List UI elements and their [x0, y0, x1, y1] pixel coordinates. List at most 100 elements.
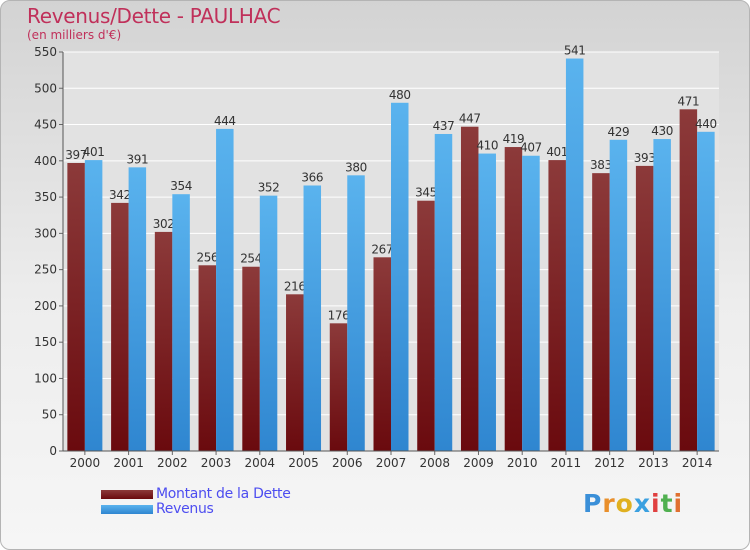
value-label-revenus-2003: 444 [214, 114, 236, 128]
bar-revenus-2000 [84, 160, 103, 452]
y-tick-label-450: 450 [34, 118, 57, 132]
bar-revenus-2007 [391, 102, 409, 452]
proxiti-logo: Proxiti [583, 489, 683, 518]
value-label-dette-2003: 256 [196, 250, 218, 264]
bar-dette-2006 [329, 323, 348, 451]
bar-dette-2009 [460, 126, 479, 452]
y-tick-label-350: 350 [34, 190, 57, 204]
y-tick-label-500: 500 [34, 81, 57, 95]
value-label-dette-2013: 393 [634, 151, 656, 165]
value-label-dette-2000: 397 [65, 148, 87, 162]
value-label-dette-2007: 267 [371, 242, 393, 256]
legend-label-dette: Montant de la Dette [156, 486, 291, 502]
logo-letter-0: P [583, 489, 603, 518]
bar-revenus-2013 [653, 139, 671, 451]
value-label-revenus-2004: 352 [258, 181, 280, 195]
x-tick-label-2006: 2006 [332, 456, 363, 470]
x-tick-label-2004: 2004 [245, 456, 276, 470]
x-tick-label-2003: 2003 [201, 456, 232, 470]
x-tick-label-2011: 2011 [551, 456, 582, 470]
value-label-revenus-2008: 437 [433, 119, 455, 133]
bar-revenus-2012 [609, 139, 628, 451]
value-label-revenus-2012: 429 [608, 125, 630, 139]
y-tick-label-0: 0 [49, 444, 57, 458]
y-tick-label-300: 300 [34, 226, 57, 240]
x-tick-label-2005: 2005 [288, 456, 319, 470]
value-label-dette-2006: 176 [328, 308, 350, 322]
value-label-revenus-2011: 541 [564, 44, 586, 58]
y-tick-label-50: 50 [42, 408, 57, 422]
bar-dette-2011 [548, 160, 566, 452]
value-label-revenus-2006: 380 [345, 160, 367, 174]
bar-dette-2001 [111, 202, 129, 451]
x-tick-label-2009: 2009 [463, 456, 494, 470]
bar-dette-2012 [592, 173, 610, 451]
value-label-dette-2010: 419 [503, 132, 525, 146]
bar-revenus-2014 [697, 131, 715, 452]
value-label-dette-2001: 342 [109, 188, 131, 202]
legend-swatch-revenus [101, 505, 153, 514]
bar-dette-2013 [635, 165, 654, 451]
bar-dette-2002 [154, 231, 173, 451]
value-label-revenus-2014: 440 [695, 117, 717, 131]
x-tick-label-2002: 2002 [157, 456, 188, 470]
y-tick-label-150: 150 [34, 335, 57, 349]
bar-dette-2005 [286, 294, 304, 451]
logo-letter-4: i [651, 489, 661, 518]
bar-dette-2008 [417, 200, 435, 451]
bar-dette-2003 [198, 265, 217, 451]
value-label-revenus-2002: 354 [170, 179, 192, 193]
value-label-dette-2014: 471 [678, 94, 700, 108]
logo-letter-5: t [660, 489, 674, 518]
logo-letter-6: i [673, 489, 684, 518]
value-label-revenus-2005: 366 [301, 170, 323, 184]
y-tick-label-250: 250 [34, 263, 57, 277]
bar-revenus-2006 [347, 175, 365, 451]
x-tick-label-2001: 2001 [113, 456, 144, 470]
bar-revenus-2009 [478, 153, 496, 451]
y-tick-label-400: 400 [34, 154, 57, 168]
value-label-dette-2008: 345 [415, 186, 437, 200]
x-tick-label-2008: 2008 [419, 456, 450, 470]
x-tick-label-2014: 2014 [682, 456, 713, 470]
legend-label-revenus: Revenus [156, 501, 214, 517]
value-label-dette-2005: 216 [284, 279, 306, 293]
legend-swatch-dette [101, 490, 153, 499]
bar-dette-2010 [504, 147, 523, 451]
chart-subtitle: (en milliers d'€) [27, 28, 122, 42]
value-label-revenus-2000: 401 [83, 145, 105, 159]
y-tick-label-200: 200 [34, 299, 57, 313]
value-label-dette-2002: 302 [153, 217, 175, 231]
bar-dette-2004 [242, 266, 260, 451]
x-tick-label-2007: 2007 [376, 456, 407, 470]
bar-dette-2014 [679, 109, 698, 451]
value-label-revenus-2010: 407 [520, 141, 542, 155]
x-tick-label-2000: 2000 [70, 456, 101, 470]
value-label-dette-2009: 447 [459, 112, 481, 126]
bar-revenus-2008 [434, 133, 453, 451]
bar-revenus-2011 [565, 58, 584, 452]
logo-letter-3: x [633, 489, 651, 518]
x-tick-label-2013: 2013 [638, 456, 669, 470]
logo-letter-2: o [615, 489, 634, 518]
bar-dette-2007 [373, 257, 391, 451]
bar-revenus-2005 [303, 185, 322, 451]
bar-revenus-2001 [128, 167, 147, 451]
bar-revenus-2010 [522, 155, 540, 452]
bar-revenus-2004 [259, 195, 278, 451]
y-tick-label-100: 100 [34, 371, 57, 385]
value-label-revenus-2009: 410 [476, 139, 498, 153]
value-label-revenus-2007: 480 [389, 88, 411, 102]
bar-revenus-2003 [216, 128, 234, 451]
value-label-revenus-2001: 391 [126, 152, 148, 166]
value-label-dette-2011: 401 [546, 145, 568, 159]
y-tick-label-550: 550 [34, 45, 57, 59]
logo-letter-1: r [602, 489, 616, 518]
bar-dette-2000 [67, 162, 85, 451]
value-label-dette-2012: 383 [590, 158, 612, 172]
value-label-dette-2004: 254 [240, 252, 262, 266]
x-tick-label-2010: 2010 [507, 456, 538, 470]
chart-title: Revenus/Dette - PAULHAC [27, 4, 281, 28]
